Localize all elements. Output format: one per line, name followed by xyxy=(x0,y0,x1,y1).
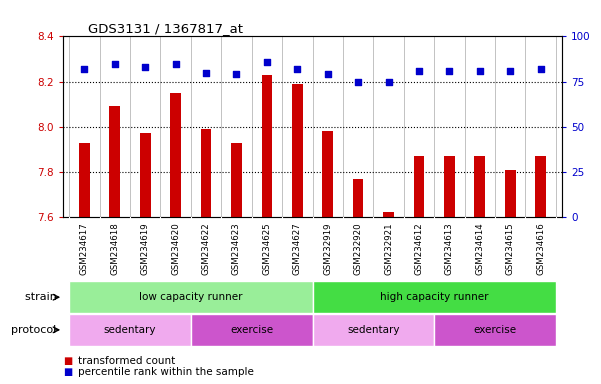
Text: GSM234613: GSM234613 xyxy=(445,222,454,275)
Point xyxy=(505,68,515,74)
Bar xyxy=(313,281,556,313)
Text: GSM234615: GSM234615 xyxy=(505,222,514,275)
Bar xyxy=(322,131,333,217)
Text: GSM234623: GSM234623 xyxy=(232,222,241,275)
Point xyxy=(262,59,272,65)
Bar xyxy=(140,134,151,217)
Bar xyxy=(79,142,90,217)
Point xyxy=(536,66,546,72)
Text: strain: strain xyxy=(25,292,60,302)
Point xyxy=(110,61,120,67)
Bar xyxy=(69,314,191,346)
Point xyxy=(323,71,332,78)
Bar xyxy=(413,156,424,217)
Bar xyxy=(201,129,212,217)
Bar xyxy=(191,314,313,346)
Bar xyxy=(109,106,120,217)
Text: GSM232919: GSM232919 xyxy=(323,222,332,275)
Text: GSM234618: GSM234618 xyxy=(111,222,120,275)
Text: protocol: protocol xyxy=(11,325,60,335)
Point xyxy=(141,64,150,70)
Text: high capacity runner: high capacity runner xyxy=(380,292,489,302)
Point xyxy=(201,70,211,76)
Bar xyxy=(170,93,181,217)
Text: GDS3131 / 1367817_at: GDS3131 / 1367817_at xyxy=(88,22,243,35)
Text: transformed count: transformed count xyxy=(78,356,175,366)
Point xyxy=(445,68,454,74)
Bar xyxy=(292,84,303,217)
Point xyxy=(293,66,302,72)
Text: GSM234622: GSM234622 xyxy=(201,222,210,275)
Point xyxy=(384,79,394,85)
Bar xyxy=(505,170,516,217)
Bar xyxy=(434,314,556,346)
Text: low capacity runner: low capacity runner xyxy=(139,292,243,302)
Bar xyxy=(69,281,313,313)
Text: GSM234616: GSM234616 xyxy=(536,222,545,275)
Text: GSM234619: GSM234619 xyxy=(141,222,150,275)
Text: sedentary: sedentary xyxy=(104,325,156,335)
Point xyxy=(231,71,241,78)
Bar xyxy=(353,179,364,217)
Bar xyxy=(444,156,455,217)
Text: GSM234625: GSM234625 xyxy=(263,222,272,275)
Bar xyxy=(231,142,242,217)
Text: GSM232920: GSM232920 xyxy=(353,222,362,275)
Bar xyxy=(383,212,394,217)
Bar xyxy=(313,314,434,346)
Point xyxy=(414,68,424,74)
Bar xyxy=(261,75,272,217)
Point xyxy=(171,61,180,67)
Point xyxy=(353,79,363,85)
Text: GSM234614: GSM234614 xyxy=(475,222,484,275)
Bar xyxy=(474,156,485,217)
Text: ■: ■ xyxy=(63,356,72,366)
Text: GSM232921: GSM232921 xyxy=(384,222,393,275)
Text: GSM234627: GSM234627 xyxy=(293,222,302,275)
Point xyxy=(475,68,484,74)
Text: ■: ■ xyxy=(63,367,72,377)
Text: exercise: exercise xyxy=(230,325,273,335)
Text: percentile rank within the sample: percentile rank within the sample xyxy=(78,367,254,377)
Point xyxy=(79,66,89,72)
Text: sedentary: sedentary xyxy=(347,325,400,335)
Text: GSM234620: GSM234620 xyxy=(171,222,180,275)
Text: GSM234612: GSM234612 xyxy=(415,222,424,275)
Text: GSM234617: GSM234617 xyxy=(80,222,89,275)
Text: exercise: exercise xyxy=(474,325,517,335)
Bar xyxy=(535,156,546,217)
